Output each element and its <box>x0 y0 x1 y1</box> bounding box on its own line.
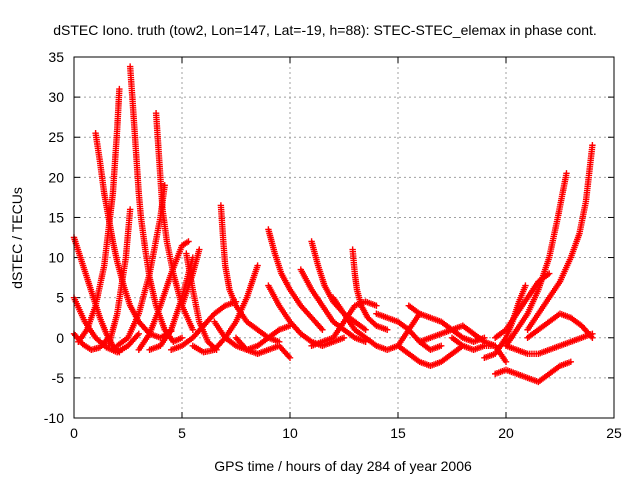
series-arc-25 <box>330 294 423 354</box>
x-axis-label: GPS time / hours of day 284 of year 2006 <box>214 458 472 474</box>
y-tick-label: 20 <box>48 169 64 185</box>
series-arc-18 <box>265 226 326 333</box>
data-point-marker <box>589 142 596 149</box>
data-point-marker <box>340 334 348 341</box>
series-arc-07 <box>126 63 186 345</box>
data-point-marker <box>384 326 391 333</box>
x-tick-label: 15 <box>390 425 406 441</box>
series-arc-10 <box>135 238 192 354</box>
data-point-marker <box>189 326 196 333</box>
y-tick-label: 15 <box>48 209 64 225</box>
series-arc-34 <box>492 358 574 386</box>
series-arc-03 <box>70 330 112 354</box>
series-arc-19 <box>265 282 348 349</box>
series-arc-24 <box>349 246 391 333</box>
series-arc-29 <box>416 322 499 349</box>
y-axis-label: dSTEC / TECUs <box>9 187 25 289</box>
data-point-marker <box>563 170 570 177</box>
y-tick-label: -10 <box>44 410 64 426</box>
data-point-marker <box>286 354 294 362</box>
series-arc-06 <box>105 206 134 349</box>
series-arc-16 <box>217 202 283 345</box>
data-point-marker <box>185 238 192 245</box>
axis-ticks: 0 5 10 15 20 25 -10 -5 0 5 10 15 20 25 30 35 <box>44 49 622 441</box>
y-tick-label: 0 <box>56 330 64 346</box>
data-point-marker <box>546 270 553 277</box>
y-tick-label: 5 <box>56 290 64 306</box>
chart-title: dSTEC Iono. truth (tow2, Lon=147, Lat=-1… <box>53 22 597 38</box>
data-point-marker <box>254 262 261 269</box>
series-arc-37 <box>524 142 596 333</box>
x-tick-label: 5 <box>178 425 186 441</box>
series-arc-36 <box>524 310 596 341</box>
series-arc-35 <box>502 330 596 358</box>
data-point-marker <box>362 326 369 333</box>
y-tick-label: 10 <box>48 250 64 266</box>
series-arc-33 <box>502 170 570 349</box>
data-point-marker <box>522 282 529 289</box>
series-arc-09 <box>114 182 168 349</box>
y-tick-label: 25 <box>48 129 64 145</box>
data-point-marker <box>116 85 123 93</box>
data-point-marker <box>438 342 445 349</box>
data-point-marker <box>135 330 142 337</box>
y-tick-label: 35 <box>48 49 64 65</box>
x-tick-label: 20 <box>498 425 514 441</box>
data-point-marker <box>319 326 326 333</box>
data-point-marker <box>567 358 574 366</box>
y-tick-label: 30 <box>48 89 64 105</box>
series-arc-14 <box>168 298 240 354</box>
data-point-marker <box>161 182 168 189</box>
x-tick-label: 10 <box>282 425 298 441</box>
data-point-marker <box>178 334 186 341</box>
series-arc-31 <box>481 282 529 362</box>
series-arc-27 <box>394 342 466 370</box>
data-point-marker <box>196 246 203 253</box>
data-marks <box>70 63 596 386</box>
data-point-marker <box>589 334 596 341</box>
y-tick-label: -5 <box>52 370 65 386</box>
series-arc-21 <box>308 238 369 333</box>
data-point-marker <box>502 358 510 366</box>
series-arc-15 <box>189 262 261 356</box>
series-arc-05 <box>75 85 123 345</box>
x-tick-label: 25 <box>606 425 622 441</box>
series-arc-20 <box>232 334 294 362</box>
data-point-marker <box>373 302 380 309</box>
data-point-marker <box>126 206 134 213</box>
plot-frame <box>73 56 615 419</box>
x-tick-label: 0 <box>70 425 78 441</box>
